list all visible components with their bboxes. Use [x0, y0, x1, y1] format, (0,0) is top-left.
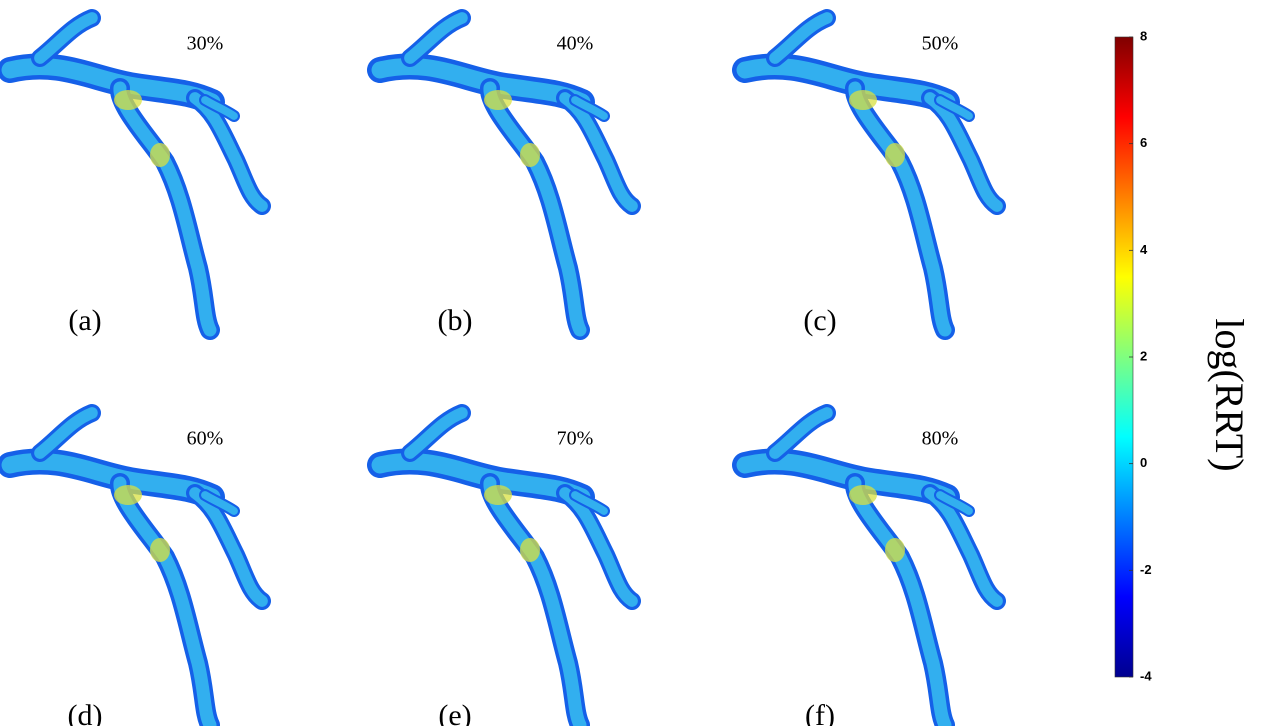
high-rrt-patch [484, 90, 512, 110]
panel: 30% (a) [10, 18, 262, 337]
panel-label: (c) [803, 304, 836, 337]
percent-label: 30% [187, 33, 224, 55]
percent-label: 80% [922, 428, 959, 450]
high-rrt-patch [484, 485, 512, 505]
vessel-surface [120, 88, 210, 330]
vessel-surface [120, 483, 210, 725]
high-rrt-patch [114, 485, 142, 505]
figure: log(RRT) 30% (a) 40% (b) 50% (c) 60% (d) 70% (e) 8… [0, 0, 1263, 726]
high-rrt-patch [520, 538, 540, 562]
panel-label: (f) [805, 699, 835, 726]
panel: 40% (b) [380, 18, 632, 337]
high-rrt-patch [150, 143, 170, 167]
colorbar-tick-label: 6 [1140, 135, 1147, 150]
high-rrt-patch [520, 143, 540, 167]
colorbar-tick-label: 0 [1140, 455, 1147, 470]
high-rrt-patch [150, 538, 170, 562]
panel-label: (e) [438, 699, 471, 726]
panel: 70% (e) [380, 413, 632, 726]
panel-label: (d) [68, 699, 103, 726]
high-rrt-patch [849, 90, 877, 110]
percent-label: 40% [557, 33, 594, 55]
percent-label: 60% [187, 428, 224, 450]
vessel-surface [855, 483, 945, 725]
panel: 50% (c) [745, 18, 997, 337]
colorbar-tick-label: 2 [1140, 348, 1147, 363]
panel-label: (a) [68, 304, 101, 337]
colorbar-tick-label: -4 [1140, 668, 1152, 683]
panel: 80% (f) [745, 413, 997, 726]
high-rrt-patch [849, 485, 877, 505]
colorbar-tick-label: 8 [1140, 28, 1147, 43]
percent-label: 50% [922, 33, 959, 55]
high-rrt-patch [885, 143, 905, 167]
vessel-surface [855, 88, 945, 330]
percent-label: 70% [557, 428, 594, 450]
high-rrt-patch [885, 538, 905, 562]
vessel-surface [490, 483, 580, 725]
panel-label: (b) [438, 304, 473, 337]
vessel-surface [490, 88, 580, 330]
colorbar-title: log(RRT) [1207, 318, 1252, 471]
panel: 60% (d) [10, 413, 262, 726]
colorbar-tick-label: -2 [1140, 562, 1152, 577]
high-rrt-patch [114, 90, 142, 110]
colorbar-tick-label: 4 [1140, 242, 1148, 257]
